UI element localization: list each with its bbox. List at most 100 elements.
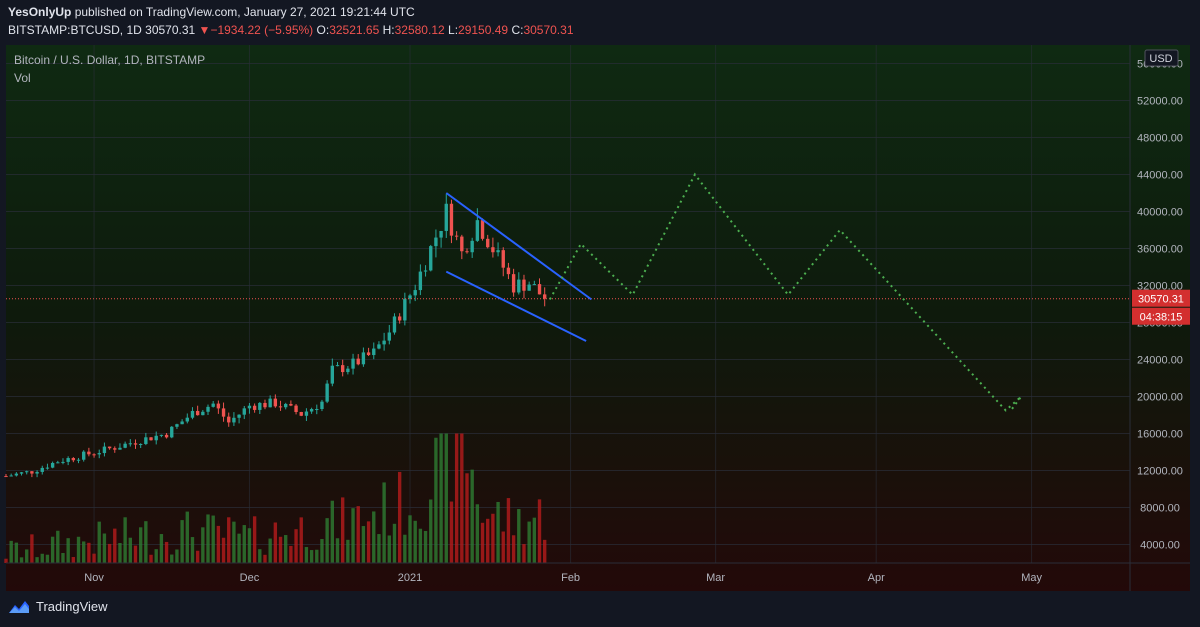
candle-body — [397, 316, 402, 321]
high-value: 32580.12 — [394, 23, 445, 37]
volume-bar — [102, 533, 107, 563]
time-axis[interactable]: Nov Dec 2021 Feb Mar Apr May — [84, 572, 1042, 584]
volume-bar — [304, 547, 309, 563]
last-price: 30570.31 — [145, 23, 196, 37]
time-tick-label: 2021 — [398, 572, 422, 584]
candle-body — [506, 267, 511, 275]
volume-bar — [45, 554, 50, 563]
volume-bar — [351, 508, 355, 563]
volume-bar — [387, 535, 391, 563]
volume-bar — [97, 521, 101, 563]
candle-body — [237, 414, 241, 418]
volume-bar — [356, 506, 360, 563]
volume-bar — [190, 537, 195, 563]
brand-name: TradingView — [36, 599, 108, 614]
volume-bar — [403, 534, 407, 563]
price-tick-label: 16000.00 — [1137, 429, 1183, 441]
volume-bar — [76, 536, 81, 563]
candle-body — [372, 348, 376, 356]
low-label: L: — [448, 23, 459, 37]
price-tick-label: 44000.00 — [1137, 170, 1183, 182]
legend-volume[interactable]: Vol — [14, 71, 31, 85]
candle-body — [71, 458, 76, 461]
author-name[interactable]: YesOnlyUp — [8, 5, 72, 19]
volume-bar — [118, 543, 122, 563]
volume-bar — [144, 521, 148, 563]
volume-bar — [195, 550, 200, 563]
candle-body — [429, 246, 433, 271]
volume-bar — [247, 528, 252, 563]
currency-badge[interactable] — [1144, 49, 1179, 67]
candle-body — [511, 274, 516, 293]
candle-body — [480, 220, 485, 239]
volume-bar — [460, 433, 464, 563]
volume-bar — [273, 522, 278, 563]
price-tick-label: 24000.00 — [1137, 355, 1183, 367]
candle-body — [382, 340, 386, 345]
candle-body — [102, 446, 107, 454]
candle-body — [252, 405, 257, 410]
volume-bar — [201, 527, 205, 563]
close-label: C: — [511, 23, 524, 37]
legend-title[interactable]: Bitcoin / U.S. Dollar, 1D, BITSTAMP — [14, 53, 205, 67]
volume-bar — [413, 520, 417, 563]
symbol-label: BITSTAMP:BTCUSD, 1D — [8, 23, 142, 37]
candle-body — [175, 424, 179, 427]
candle-body — [185, 417, 189, 422]
volume-bar — [372, 511, 376, 563]
candle-body — [123, 443, 127, 448]
volume-bar — [491, 513, 495, 563]
volume-bar — [434, 437, 438, 563]
candle-body — [284, 403, 288, 408]
candle-body — [537, 284, 542, 295]
volume-bar — [237, 533, 241, 563]
candle-body — [278, 406, 283, 408]
candle-body — [527, 284, 531, 291]
volume-bar — [465, 473, 469, 563]
price-tick-label: 12000.00 — [1137, 466, 1183, 478]
last-price-tag — [1132, 289, 1190, 307]
tradingview-brand[interactable]: TradingView — [8, 599, 108, 614]
volume-bar — [486, 518, 490, 563]
last-price-tag-text: 30570.31 — [1138, 294, 1184, 306]
candle-body — [449, 203, 454, 236]
chart-background — [6, 45, 1190, 591]
candle-body — [118, 447, 122, 450]
time-tick-label: Nov — [84, 572, 104, 584]
volume-bar — [506, 498, 511, 563]
candle-body — [216, 403, 221, 409]
change-value: −1934.22 (−5.95%) — [210, 23, 314, 37]
candle-body — [164, 434, 169, 438]
candle-body — [247, 405, 252, 409]
volume-bar — [154, 549, 158, 563]
price-tick-label: 32000.00 — [1137, 281, 1183, 293]
candle-body — [113, 448, 117, 450]
volume-bar — [346, 539, 350, 563]
volume-bar — [216, 525, 221, 563]
volume-bar — [522, 544, 526, 563]
countdown-tag-text: 04:38:15 — [1140, 312, 1183, 324]
candle-body — [221, 408, 226, 417]
wedge-lower-line[interactable] — [445, 270, 587, 342]
candle-body — [92, 454, 96, 456]
volume-bar — [392, 523, 397, 563]
price-axis[interactable]: 4000.00 8000.00 12000.00 16000.00 20000.00 24… — [1137, 59, 1183, 552]
volume-bar — [14, 542, 19, 563]
candle-body — [413, 290, 417, 296]
volume-bar — [475, 504, 480, 563]
wedge-upper-line[interactable] — [445, 192, 592, 301]
candle-body — [206, 406, 210, 412]
candle-body — [159, 434, 164, 436]
candle-body — [366, 352, 371, 356]
volume-bar — [56, 530, 60, 563]
volume-bar — [501, 531, 505, 563]
candle-body — [195, 410, 200, 416]
low-value: 29150.49 — [458, 23, 509, 37]
price-tick-label: 52000.00 — [1137, 96, 1183, 108]
volume-bar — [87, 542, 91, 563]
volume-bar — [335, 538, 340, 563]
price-tick-label: 36000.00 — [1137, 244, 1183, 256]
candle-body — [4, 476, 8, 478]
candle-body — [227, 416, 231, 423]
